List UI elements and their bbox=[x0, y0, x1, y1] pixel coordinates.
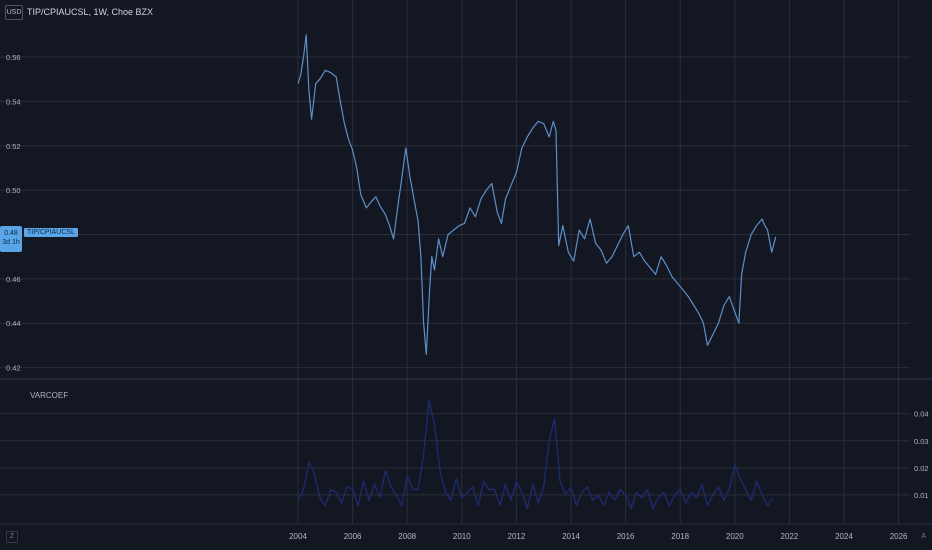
time-tick-label: 2004 bbox=[289, 532, 307, 541]
price-tick-label: 0.42 bbox=[6, 364, 21, 373]
currency-badge[interactable]: USD bbox=[5, 5, 23, 20]
time-tick-label: 2016 bbox=[617, 532, 635, 541]
time-tick-label: 2012 bbox=[508, 532, 526, 541]
price-polyline bbox=[297, 34, 777, 355]
auto-scale-icon[interactable]: A bbox=[921, 533, 926, 540]
timezone-icon[interactable]: Z bbox=[6, 531, 18, 543]
indicator-pane-label[interactable]: VARCOEF bbox=[30, 391, 69, 400]
time-tick-label: 2010 bbox=[453, 532, 471, 541]
varcoef-series-line bbox=[297, 399, 774, 510]
bar-countdown: 3d 1h bbox=[2, 239, 20, 246]
time-tick-label: 2026 bbox=[890, 532, 908, 541]
series-name-tag: TIP/CPIAUCSL bbox=[24, 228, 78, 237]
time-tick-label: 2014 bbox=[562, 532, 580, 541]
price-tick-label: 0.44 bbox=[6, 319, 21, 328]
symbol-legend-title[interactable]: TIP/CPIAUCSL, 1W, Choe BZX bbox=[27, 7, 154, 17]
price-tick-label: 0.46 bbox=[6, 275, 21, 284]
indicator-tick-label: 0.03 bbox=[914, 437, 929, 446]
price-tick-label: 0.52 bbox=[6, 142, 21, 151]
last-price-label: 0.48 3d 1h bbox=[0, 226, 22, 252]
time-axis[interactable]: 2004 2006 2008 2010 2012 2014 2016 2018 2020 2022… bbox=[289, 532, 908, 541]
indicator-axis[interactable]: 0.04 0.03 0.02 0.01 bbox=[914, 410, 929, 500]
price-axis[interactable]: 0.56 0.54 0.52 0.50 0.48 0.46 0.44 0.42 bbox=[6, 53, 21, 373]
last-price-value: 0.48 bbox=[4, 230, 18, 237]
price-tick-label: 0.50 bbox=[6, 186, 21, 195]
time-tick-label: 2020 bbox=[726, 532, 744, 541]
price-series-line bbox=[297, 34, 777, 355]
indicator-pane-grid bbox=[0, 379, 910, 524]
price-pane-grid bbox=[0, 0, 910, 379]
varcoef-polyline bbox=[297, 399, 774, 510]
indicator-tick-label: 0.04 bbox=[914, 410, 929, 419]
time-tick-label: 2006 bbox=[344, 532, 362, 541]
price-tick-label: 0.56 bbox=[6, 53, 21, 62]
price-tick-label: 0.54 bbox=[6, 97, 21, 106]
time-tick-label: 2022 bbox=[781, 532, 799, 541]
indicator-tick-label: 0.02 bbox=[914, 464, 929, 473]
time-tick-label: 2024 bbox=[835, 532, 853, 541]
time-tick-label: 2008 bbox=[398, 532, 416, 541]
indicator-tick-label: 0.01 bbox=[914, 491, 929, 500]
time-tick-label: 2018 bbox=[671, 532, 689, 541]
